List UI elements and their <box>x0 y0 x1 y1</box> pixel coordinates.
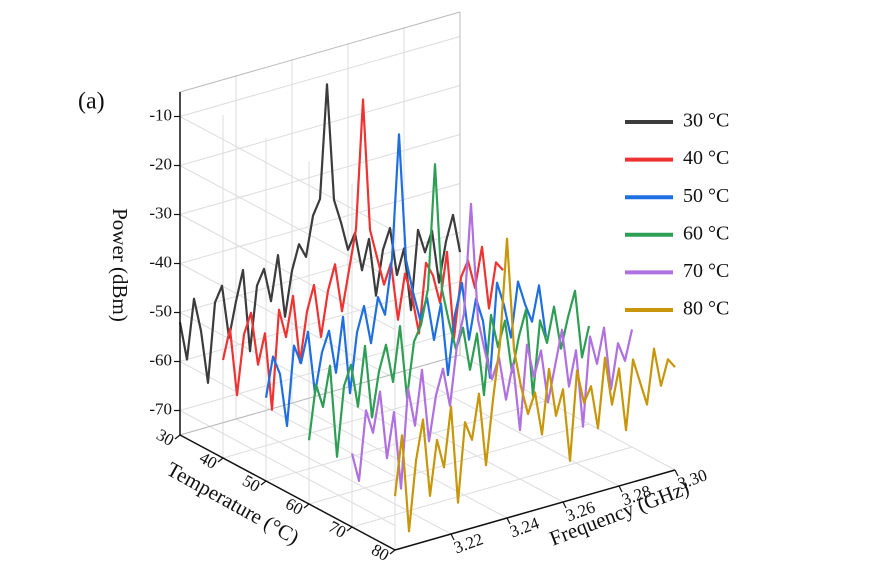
y-tick-label: 70 <box>325 517 349 542</box>
grid-line <box>179 183 461 264</box>
grid-line <box>179 232 461 313</box>
series <box>178 83 462 384</box>
tick-mark <box>389 549 396 555</box>
series <box>307 163 591 458</box>
z-tick-label: -10 <box>149 105 172 124</box>
y-axis <box>179 434 396 551</box>
grid-line <box>179 116 396 232</box>
tick-mark <box>674 469 679 477</box>
z-tick-label: -50 <box>149 301 172 320</box>
series <box>221 98 504 411</box>
grid-line <box>179 263 396 379</box>
tick-mark <box>303 503 310 509</box>
grid-line <box>351 446 633 528</box>
tick-mark <box>618 485 623 493</box>
z-tick-label: -60 <box>149 350 172 369</box>
tick-mark <box>174 434 181 440</box>
spectrum-line <box>307 163 591 458</box>
y-tick-label: 50 <box>239 471 263 496</box>
x-axis <box>394 469 676 551</box>
tick-mark <box>562 501 567 509</box>
legend-label: 30 °C <box>683 110 729 132</box>
tick-mark <box>506 517 511 525</box>
y-tick-label: 30 <box>153 425 177 450</box>
spectrum-line <box>178 83 462 384</box>
grid-line <box>179 134 461 215</box>
z-tick-label: -40 <box>149 252 172 271</box>
panel-label: (a) <box>78 89 105 115</box>
grid-line <box>179 312 396 428</box>
x-tick-label: 3.24 <box>507 513 542 541</box>
z-axis-title: Power (dBm) <box>108 208 132 322</box>
y-tick-label: 40 <box>196 448 220 473</box>
spectrum-line <box>264 133 548 428</box>
series <box>264 133 548 428</box>
tick-mark <box>217 457 224 463</box>
grid-line <box>179 36 461 117</box>
legend-label: 70 °C <box>683 260 729 282</box>
legend-label: 60 °C <box>683 222 729 244</box>
y-axis-title: Temperature (°C) <box>163 457 304 549</box>
z-tick-label: -30 <box>149 203 172 222</box>
legend-label: 40 °C <box>683 147 729 169</box>
spectrum-line <box>393 237 676 533</box>
tick-mark <box>260 480 267 486</box>
grid-line <box>403 370 620 487</box>
y-tick-label: 80 <box>368 540 392 565</box>
grid-line <box>235 418 452 535</box>
spectrum-line <box>221 98 504 411</box>
tick-mark <box>346 526 353 532</box>
grid-line <box>222 377 504 459</box>
z-tick-label: -70 <box>149 399 172 418</box>
y-tick-label: 60 <box>282 494 306 519</box>
legend-label: 50 °C <box>683 185 729 207</box>
legend-label: 80 °C <box>683 298 729 320</box>
grid-line <box>179 410 396 526</box>
z-tick-label: -20 <box>149 154 172 173</box>
series <box>393 237 676 533</box>
grid-line <box>265 400 547 482</box>
x-tick-label: 3.22 <box>451 529 485 557</box>
grid-line <box>347 386 564 503</box>
grid-line <box>179 214 396 330</box>
box-edge <box>179 11 461 93</box>
tick-mark <box>450 533 455 541</box>
grid-line <box>179 165 396 281</box>
grid-line <box>179 85 461 166</box>
grid-line <box>308 423 590 505</box>
